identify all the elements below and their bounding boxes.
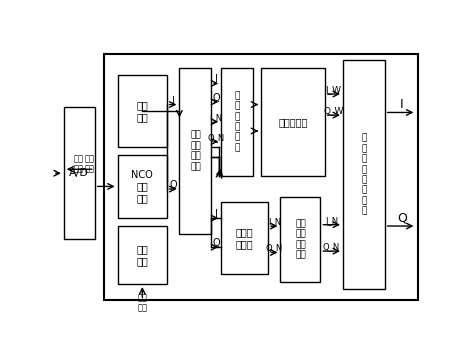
Text: 输
出
路
径
选
择
电
路: 输 出 路 径 选 择 电 路 <box>361 134 367 215</box>
Text: I: I <box>400 98 404 111</box>
Text: Q: Q <box>397 212 407 225</box>
Text: NCO
混频
电路: NCO 混频 电路 <box>131 170 153 203</box>
Bar <box>221 202 269 274</box>
Text: 配置
参数: 配置 参数 <box>137 294 147 313</box>
Text: I_W: I_W <box>326 85 341 94</box>
Bar <box>280 197 320 282</box>
Bar <box>118 226 167 284</box>
Text: A/D: A/D <box>69 168 89 178</box>
Text: I: I <box>215 74 218 84</box>
Bar <box>118 155 167 218</box>
Text: Q_N: Q_N <box>207 133 224 142</box>
Text: I: I <box>172 96 175 106</box>
Bar <box>221 68 253 176</box>
Text: Q: Q <box>170 180 177 190</box>
Text: 第一
路径
切换
电路: 第一 路径 切换 电路 <box>190 131 201 171</box>
Bar <box>343 60 385 289</box>
Bar <box>64 107 95 239</box>
Text: Q: Q <box>213 93 220 103</box>
Text: I_N: I_N <box>268 217 281 226</box>
Bar <box>118 75 167 147</box>
Text: Q: Q <box>213 238 220 248</box>
Text: Q_N: Q_N <box>323 242 340 251</box>
Text: I_N: I_N <box>325 216 338 225</box>
Bar <box>261 68 325 176</box>
Text: 参数
配置: 参数 配置 <box>136 244 148 266</box>
Text: I: I <box>215 209 218 219</box>
Text: I_N: I_N <box>209 113 222 122</box>
Text: Q_W: Q_W <box>323 106 344 115</box>
Text: 多相滤波器: 多相滤波器 <box>278 117 308 127</box>
Text: Q_N: Q_N <box>266 244 283 252</box>
Text: 第二
路径
切换
电路: 第二 路径 切换 电路 <box>295 219 306 259</box>
Text: 路
径
选
择
电
路: 路 径 选 择 电 路 <box>235 91 240 152</box>
Text: 中频
信号: 中频 信号 <box>85 154 95 174</box>
Text: 中频
信号: 中频 信号 <box>73 154 84 174</box>
Bar <box>179 68 211 234</box>
Text: 窄带滤
波器组: 窄带滤 波器组 <box>236 227 253 249</box>
Text: 时钟
模块: 时钟 模块 <box>136 100 148 122</box>
Bar <box>104 55 418 300</box>
